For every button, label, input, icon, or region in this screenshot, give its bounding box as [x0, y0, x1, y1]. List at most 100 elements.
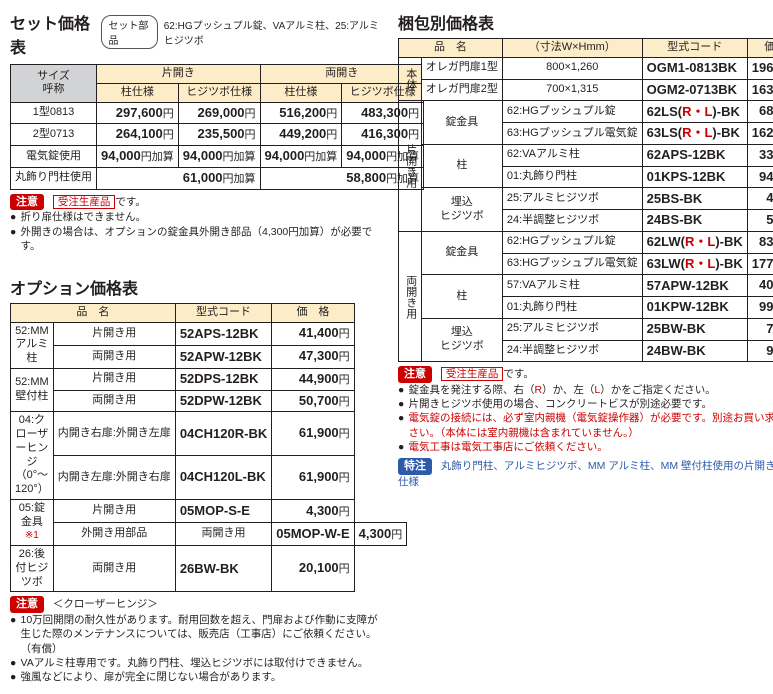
set-parts-text: 62:HGプッシュプル錠、VAアルミ柱、25:アルミヒジツボ: [164, 17, 380, 47]
pk-body-dim: 700×1,315: [502, 79, 642, 101]
pk-item-code: 24BW-BK: [642, 340, 747, 362]
hdr-hinge-1: ヒジツボ仕様: [178, 83, 260, 102]
opt-group: 52:MM壁付柱: [11, 368, 54, 412]
pk-item-name: 62:VAアルミ柱: [502, 144, 642, 166]
note-bullet: 電気錠の接続には、必ず室内親機（電気錠操作器）が必要です。別途お買い求めください…: [409, 411, 773, 439]
pk-item-price: 9,300円: [747, 340, 773, 362]
pk-hdr-price: 価 格: [747, 39, 773, 58]
chip-caution-pk: 注意: [398, 366, 432, 383]
opt-sub: 両開き用: [175, 522, 271, 545]
hdr-single: 片開き: [97, 65, 261, 84]
set-notes: 注意 受注生産品です。 折り扉仕様はできません。外開きの場合は、オプションの錠金…: [10, 194, 380, 253]
pk-item-name: 63:HGプッシュプル電気錠: [502, 253, 642, 275]
pk-item-name: 25:アルミヒジツボ: [502, 318, 642, 340]
pk-item-price: 7,300円: [747, 318, 773, 340]
hdr-post-2: 柱仕様: [260, 83, 342, 102]
note-bullet: 折り扉仕様はできません。: [21, 210, 381, 224]
pk-item-code: 01KPS-12BK: [642, 166, 747, 188]
opt-hdr-price: 価 格: [272, 303, 354, 322]
pk-group: 錠金具: [421, 231, 502, 275]
pk-item-name: 63:HGプッシュプル電気錠: [502, 123, 642, 145]
pk-item-code: 24BS-BK: [642, 210, 747, 232]
opt-code: 52DPW-12BK: [175, 390, 271, 412]
set-cell: 235,500円: [178, 124, 260, 146]
set-price-table: サイズ 呼称 片開き 両開き 柱仕様 ヒジツボ仕様 柱仕様 ヒジツボ仕様 1型0…: [10, 64, 424, 190]
opt-sub: 両開き用: [53, 390, 175, 412]
opt-sub: 内開き右扉:外開き左扉: [53, 412, 175, 456]
pk-group: 埋込 ヒジツボ: [421, 188, 502, 232]
opt-code: 05MOP-W-E: [272, 522, 354, 545]
opt-sub: 両開き用: [53, 546, 175, 592]
opt-code: 52DPS-12BK: [175, 368, 271, 390]
pack-notes: 注意 受注生産品です。 錠金具を発注する際、右（R）か、左（L）かをご指定くださ…: [398, 366, 773, 489]
pk-body-name: オレガ門扉1型: [421, 57, 502, 79]
opt-code: 04CH120R-BK: [175, 412, 271, 456]
pk-hdr-name: 品 名: [399, 39, 503, 58]
pk-item-name: 24:半調整ヒジツボ: [502, 340, 642, 362]
pk-item-price: 162,000円: [747, 123, 773, 145]
pk-item-code: 63LS(R・L)-BK: [642, 123, 747, 145]
set-cell: 516,200円: [260, 102, 342, 124]
pk-item-name: 01:丸飾り門柱: [502, 297, 642, 319]
note-bullet: 外開きの場合は、オプションの錠金具外開き部品（4,300円加算）が必要です。: [21, 225, 381, 253]
opt-code: 04CH120L-BK: [175, 456, 271, 500]
pk-item-price: 99,000円: [747, 297, 773, 319]
elec-3: 94,000円加算: [260, 146, 342, 168]
opt-price: 61,900円: [272, 456, 354, 500]
pk-item-price: 4,500円: [747, 188, 773, 210]
pk-item-price: 33,100円: [747, 144, 773, 166]
pk-group: 柱: [421, 144, 502, 188]
pk-group: 埋込 ヒジツボ: [421, 318, 502, 362]
elec-1: 94,000円加算: [97, 146, 179, 168]
pk-item-code: 25BW-BK: [642, 318, 747, 340]
opt-price: 20,100円: [272, 546, 354, 592]
chip-caution: 注意: [10, 194, 44, 211]
pk-item-code: 57APW-12BK: [642, 275, 747, 297]
option-notes: 注意 ＜クローザーヒンジ＞ 10万回開閉の耐久性があります。耐用回数を超え、門扉…: [10, 596, 380, 684]
pk-item-name: 57:VAアルミ柱: [502, 275, 642, 297]
opt-group: 26:後付ヒジツボ: [11, 546, 54, 592]
note-bullet: 強風などにより、扉が完全に閉じない場合があります。: [21, 670, 381, 684]
hdr-post-1: 柱仕様: [97, 83, 179, 102]
pk-item-code: 01KPW-12BK: [642, 297, 747, 319]
pk-item-name: 62:HGプッシュプル錠: [502, 231, 642, 253]
pk-item-code: 62APS-12BK: [642, 144, 747, 166]
opt-hdr-name: 品 名: [11, 303, 176, 322]
boxed-mto-pk: 受注生産品: [441, 367, 504, 381]
note-bullet: VAアルミ柱専用です。丸飾り門柱、埋込ヒジツボには取付けできません。: [21, 656, 381, 670]
set-row-label: 2型0713: [11, 124, 97, 146]
set-row-label: 1型0813: [11, 102, 97, 124]
chip-caution-opt: 注意: [10, 596, 44, 613]
pk-group: 柱: [421, 275, 502, 319]
pk-item-price: 177,000円: [747, 253, 773, 275]
note-bullet: 片開きヒジツボ使用の場合、コンクリートビスが別途必要です。: [409, 397, 773, 411]
pk-item-code: 62LS(R・L)-BK: [642, 101, 747, 123]
boxed-mto: 受注生産品: [53, 195, 116, 209]
opt-code: 05MOP-S-E: [175, 499, 271, 522]
pk-item-price: 94,100円: [747, 166, 773, 188]
pk-item-price: 83,000円: [747, 231, 773, 253]
hdr-size: サイズ 呼称: [11, 65, 97, 103]
opt-group: 外開き用部品: [53, 522, 175, 545]
pk-item-price: 68,000円: [747, 101, 773, 123]
pk-body-dim: 800×1,260: [502, 57, 642, 79]
pack-table: 品 名 （寸法W×Hmm） 型式コード 価 格 本体 オレガ門扉1型 800×1…: [398, 38, 773, 362]
opt-price: 44,900円: [272, 368, 354, 390]
pk-group: 錠金具: [421, 101, 502, 145]
pk-body-price: 163,000円: [747, 79, 773, 101]
opt-sub: 片開き用: [53, 368, 175, 390]
opt-price: 61,900円: [272, 412, 354, 456]
opt-price: 47,300円: [272, 345, 354, 368]
set-cell: 269,000円: [178, 102, 260, 124]
opt-group: 04:クローザーヒンジ （0°～120°）: [11, 412, 54, 500]
deco-label: 丸飾り門柱使用: [11, 167, 97, 189]
opt-sub: 両開き用: [53, 345, 175, 368]
chip-special: 特注: [398, 458, 432, 475]
pack-title: 梱包別価格表: [398, 10, 494, 34]
pk-section-label: 両開き用: [399, 231, 422, 362]
opt-price: 41,400円: [272, 322, 354, 345]
pk-item-name: 01:丸飾り門柱: [502, 166, 642, 188]
pk-hdr-code: 型式コード: [642, 39, 747, 58]
pk-item-name: 62:HGプッシュプル錠: [502, 101, 642, 123]
option-title: オプション価格表: [10, 275, 138, 299]
